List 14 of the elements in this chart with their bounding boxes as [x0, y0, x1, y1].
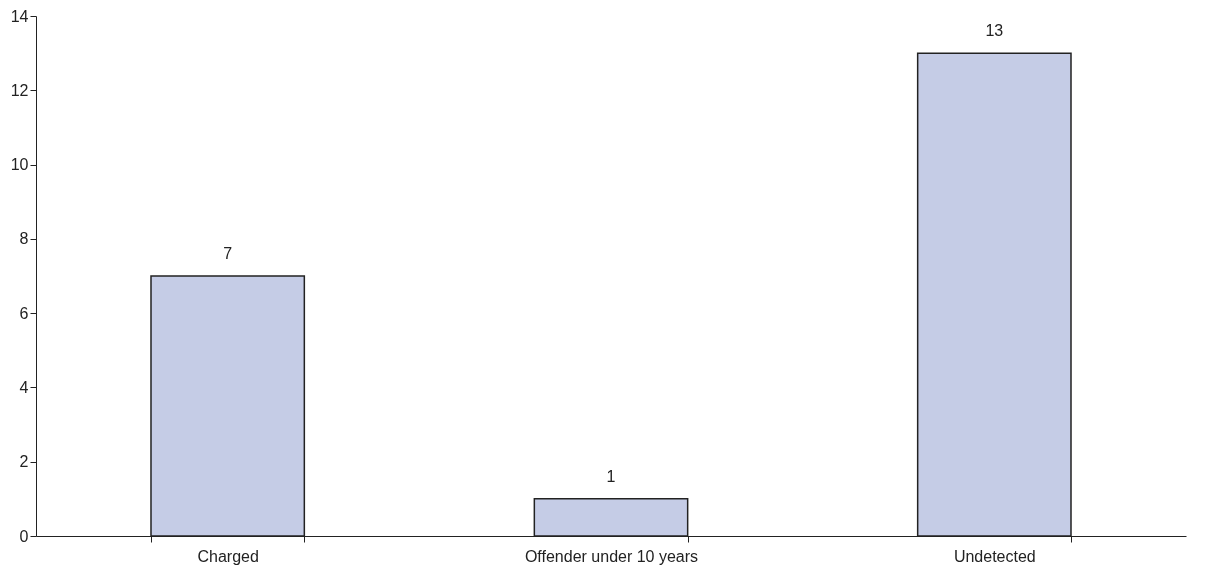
data-label: 1: [606, 467, 616, 485]
x-tick-label: Offender under 10 years: [524, 547, 699, 565]
x-tick-label: Charged: [197, 547, 259, 565]
y-tick-label: 10: [10, 156, 29, 174]
x-tick-label: Undetected: [953, 547, 1036, 565]
y-tick-label: 4: [19, 378, 29, 396]
y-tick-label: 8: [19, 230, 29, 248]
y-tick-label: 2: [19, 453, 29, 471]
y-tick-label: 12: [10, 81, 29, 99]
y-tick-label: 6: [19, 304, 29, 322]
y-tick-label: 0: [19, 527, 29, 545]
data-label: 13: [985, 22, 1004, 40]
y-tick-label: 14: [10, 7, 29, 25]
data-label: 7: [223, 245, 233, 262]
